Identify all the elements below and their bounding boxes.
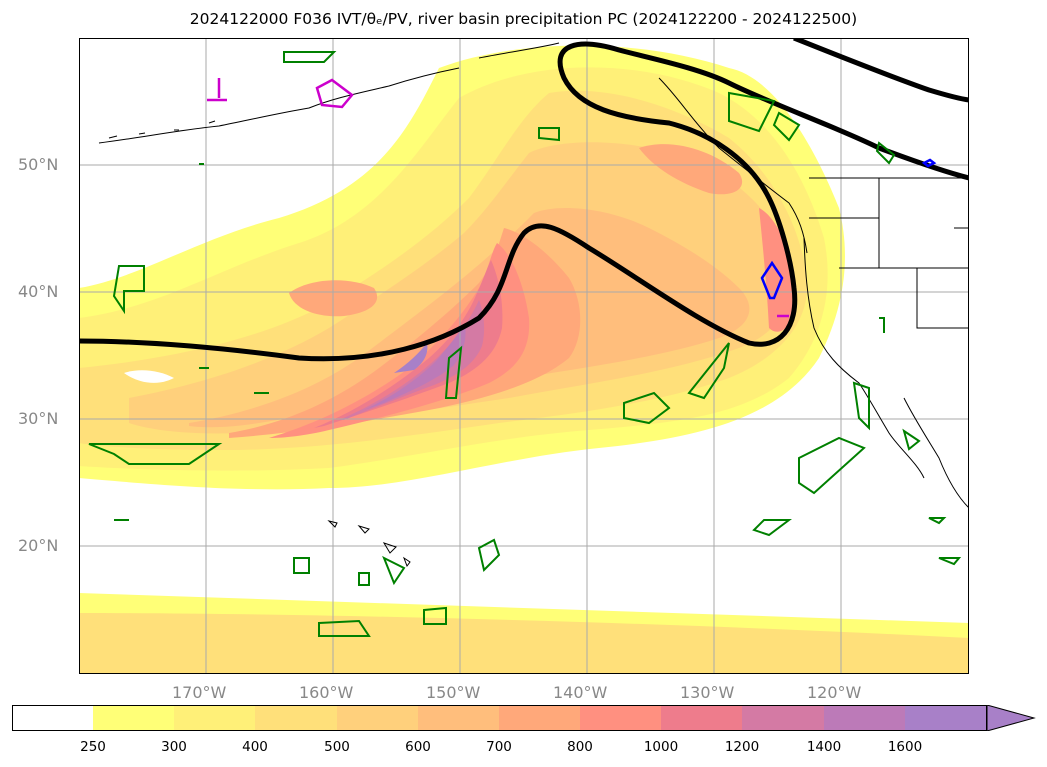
precip-outline bbox=[283, 51, 337, 63]
colorbar bbox=[12, 705, 1036, 731]
precip-outline bbox=[772, 111, 801, 142]
precip-outline bbox=[902, 428, 921, 451]
contour-south bbox=[79, 41, 969, 362]
colorbar-tick-label: 600 bbox=[405, 739, 431, 755]
hawaii-islands bbox=[327, 520, 411, 568]
precip-outline bbox=[293, 557, 310, 574]
colorbar-tick-label: 300 bbox=[161, 739, 187, 755]
baja-coast bbox=[903, 397, 969, 509]
ivt-max-north bbox=[639, 144, 743, 195]
blue-outline bbox=[760, 260, 784, 300]
ivt-800 bbox=[269, 243, 530, 438]
colorbar-outline bbox=[12, 705, 987, 731]
aleutian-islands bbox=[108, 120, 216, 139]
precip-outline bbox=[358, 572, 370, 586]
lon-label-160w: 160°W bbox=[299, 683, 354, 702]
map-canvas bbox=[79, 38, 969, 674]
precip-outline bbox=[88, 443, 223, 465]
precip-outlines bbox=[88, 51, 962, 637]
ivt-band-south-inner bbox=[79, 613, 969, 674]
colorbar-segment bbox=[580, 705, 661, 731]
lon-label-170w: 170°W bbox=[172, 683, 227, 702]
precip-outline bbox=[444, 345, 463, 399]
lat-label-40: 40°N bbox=[18, 282, 59, 301]
colorbar-segment bbox=[93, 705, 174, 731]
precip-outline bbox=[623, 391, 671, 425]
lon-label-140w: 140°W bbox=[553, 683, 608, 702]
colorbar-tick-label: 800 bbox=[567, 739, 593, 755]
magenta-outline bbox=[207, 78, 227, 102]
precip-outline bbox=[852, 381, 870, 431]
colorbar-segment bbox=[742, 705, 824, 731]
colorbar-tick-label: 700 bbox=[486, 739, 512, 755]
lon-label-150w: 150°W bbox=[426, 683, 481, 702]
contour-north bbox=[793, 38, 969, 103]
map-title: 2024122000 F036 IVT/θₑ/PV, river basin p… bbox=[189, 10, 858, 28]
colorbar-segment bbox=[824, 705, 905, 731]
precip-outline bbox=[114, 367, 269, 521]
colorbar-tick-label: 1400 bbox=[806, 739, 842, 755]
precip-outline bbox=[928, 517, 947, 525]
colorbar-segment bbox=[255, 705, 337, 731]
blue-outlines bbox=[760, 158, 937, 300]
lat-label-20: 20°N bbox=[18, 536, 59, 555]
magenta-outlines bbox=[207, 78, 789, 318]
precip-outline bbox=[538, 127, 560, 142]
blue-outline bbox=[921, 158, 937, 168]
ivt-1600 bbox=[394, 343, 428, 373]
precip-outline bbox=[687, 342, 730, 400]
precip-outline bbox=[318, 619, 371, 637]
alaska-coast bbox=[98, 42, 560, 144]
lat-label-30: 30°N bbox=[18, 409, 59, 428]
state-borders bbox=[809, 178, 969, 329]
map-panel[interactable] bbox=[79, 38, 969, 674]
precip-outline bbox=[112, 265, 145, 315]
colorbar-segment bbox=[661, 705, 742, 731]
colorbar-segment bbox=[905, 705, 987, 731]
ivt-1400 bbox=[364, 323, 466, 410]
precip-outline bbox=[752, 519, 792, 537]
colorbar-segment bbox=[418, 705, 499, 731]
colorbar-tick-label: 500 bbox=[324, 739, 350, 755]
colorbar-segment bbox=[499, 705, 580, 731]
theta-e-contours bbox=[79, 38, 969, 362]
magenta-outline bbox=[315, 78, 354, 109]
colorbar-tick-label: 1000 bbox=[643, 739, 679, 755]
precip-outline bbox=[938, 557, 962, 566]
colorbar-tick-label: 250 bbox=[80, 739, 106, 755]
colorbar-segment bbox=[174, 705, 255, 731]
us-west-coast bbox=[803, 237, 925, 479]
colorbar-segment bbox=[337, 705, 418, 731]
precip-outline bbox=[477, 538, 501, 572]
colorbar-tick-label: 400 bbox=[242, 739, 268, 755]
colorbar-extend-arrow bbox=[986, 705, 1036, 731]
precip-outline bbox=[199, 163, 885, 333]
colorbar-segments bbox=[12, 705, 987, 731]
colorbar-segment bbox=[12, 705, 93, 731]
lon-label-120w: 120°W bbox=[807, 683, 862, 702]
ivt-shading bbox=[79, 45, 969, 674]
ivt-gap-white bbox=[124, 370, 174, 383]
gridlines bbox=[79, 38, 969, 674]
lon-label-130w: 130°W bbox=[680, 683, 735, 702]
precip-outline bbox=[728, 91, 776, 133]
lat-label-50: 50°N bbox=[18, 155, 59, 174]
precip-outline bbox=[423, 606, 447, 625]
precip-outline bbox=[875, 141, 896, 165]
precip-outline bbox=[798, 436, 866, 495]
colorbar-tick-label: 1600 bbox=[887, 739, 923, 755]
colorbar-tick-label: 1200 bbox=[724, 739, 760, 755]
precip-outline bbox=[382, 555, 406, 586]
coastlines bbox=[98, 42, 969, 568]
